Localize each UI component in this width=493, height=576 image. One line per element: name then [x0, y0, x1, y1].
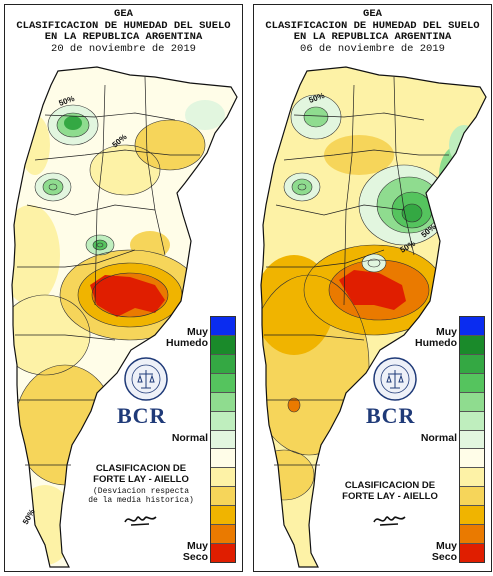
legend-swatch [211, 468, 235, 488]
title-line: CLASIFICACION DE HUMEDAD DEL SUELO [16, 19, 231, 32]
legend-swatch [211, 544, 235, 562]
legend-label-normal: Normal [420, 432, 457, 444]
classification-caption: CLASIFICACION DE FORTE LAY - AIELLO [326, 480, 454, 502]
note-line: (Desviacion respecta [92, 487, 189, 496]
contours-right [261, 94, 450, 501]
map-title: GEA CLASIFICACION DE HUMEDAD DEL SUELO E… [254, 8, 491, 55]
legend-swatch [460, 468, 484, 488]
bcr-logo: BCR [117, 403, 167, 428]
legend-swatch [460, 354, 484, 374]
bcr-logo: BCR [366, 403, 416, 428]
legend-swatch [460, 506, 484, 526]
legend-swatch [211, 354, 235, 374]
legend-swatch [211, 430, 235, 450]
legend-swatch [460, 487, 484, 507]
title-line: CLASIFICACION DE HUMEDAD DEL SUELO [265, 19, 480, 32]
legend-swatch [211, 487, 235, 507]
province-borders-right [264, 76, 449, 466]
legend-swatch [460, 411, 484, 431]
legend-swatch [460, 525, 484, 545]
legend-swatch [460, 392, 484, 412]
province-borders-left [15, 76, 200, 466]
legend-swatch [211, 411, 235, 431]
legend-swatch [460, 544, 484, 562]
legend-swatch [211, 335, 235, 355]
legend-swatch [211, 525, 235, 545]
moisture-legend [210, 316, 236, 563]
title-line: GEA [363, 8, 382, 20]
legend-label-muy-humedo: Muy Humedo [415, 326, 457, 349]
deviation-note: (Desviacion respecta de la media histori… [77, 487, 205, 505]
legend-swatch [460, 373, 484, 393]
legend-label-normal: Normal [171, 432, 208, 444]
legend-swatch [211, 506, 235, 526]
legend-swatch [460, 430, 484, 450]
signature-mark-icon [124, 516, 157, 526]
signature-mark-icon [373, 516, 406, 526]
legend-label-muy-humedo: Muy Humedo [166, 326, 208, 349]
legend-swatch [460, 449, 484, 469]
classification-caption: CLASIFICACION DE FORTE LAY - AIELLO [77, 463, 205, 485]
caption-line: CLASIFICACION DE [95, 463, 187, 474]
map-panel-left: 50% 50% 50% GEA CLASIFICACION DE HUMEDAD… [4, 4, 243, 572]
legend-swatch [460, 335, 484, 355]
legend-swatch [211, 373, 235, 393]
title-line: GEA [114, 8, 133, 20]
caption-line: FORTE LAY - AIELLO [93, 473, 189, 485]
map-date: 06 de noviembre de 2019 [300, 42, 445, 55]
legend-swatch [460, 317, 484, 336]
map-panel-right: 50% 50% 50% GEA CLASIFICACION DE HUMEDAD… [253, 4, 492, 572]
moisture-zones-right [261, 95, 479, 567]
legend-swatch [211, 392, 235, 412]
note-line: de la media historica) [88, 496, 194, 505]
map-date: 20 de noviembre de 2019 [51, 42, 196, 55]
title-line: EN LA REPUBLICA ARGENTINA [293, 31, 452, 43]
legend-swatch [211, 449, 235, 469]
bcr-seal-icon [124, 357, 168, 401]
soil-moisture-map-left: 50% 50% 50% [11, 66, 238, 568]
legend-swatch [211, 317, 235, 336]
title-line: EN LA REPUBLICA ARGENTINA [44, 31, 203, 43]
legend-label-muy-seco: Muy Seco [182, 540, 208, 563]
legend-label-muy-seco: Muy Seco [431, 540, 457, 563]
caption-line: FORTE LAY - AIELLO [342, 490, 438, 502]
moisture-legend [459, 316, 485, 563]
soil-moisture-map-right: 50% 50% 50% [260, 66, 487, 568]
caption-line: CLASIFICACION DE [344, 480, 436, 491]
map-title: GEA CLASIFICACION DE HUMEDAD DEL SUELO E… [5, 8, 242, 55]
bcr-seal-icon [373, 357, 417, 401]
